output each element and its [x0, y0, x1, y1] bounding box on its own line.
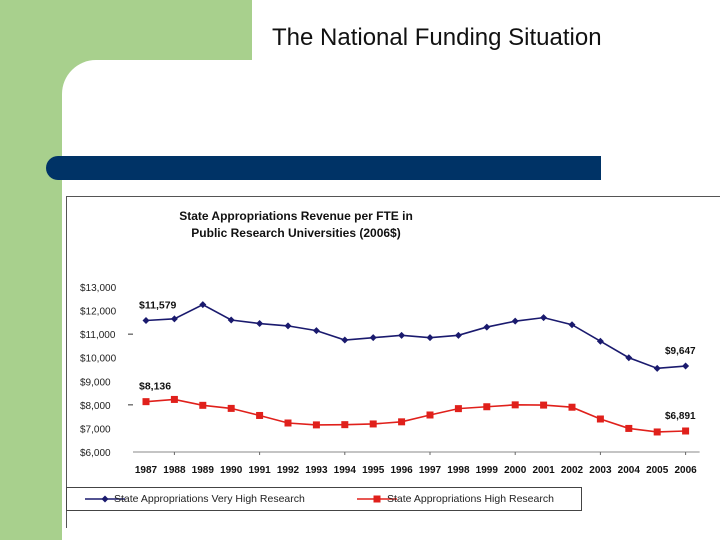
data-point-very-high: [511, 317, 519, 325]
data-point-high: [653, 428, 661, 436]
data-point-very-high: [596, 337, 604, 345]
x-tick-label: 1988: [163, 465, 186, 476]
data-point-high: [682, 427, 690, 435]
x-tick-label: 1998: [447, 465, 470, 476]
data-point-very-high: [284, 322, 292, 330]
y-tick-label: $8,000: [80, 401, 111, 412]
data-point-very-high: [142, 316, 150, 324]
data-point-high: [540, 401, 548, 409]
data-label: $9,647: [665, 346, 696, 357]
y-tick-label: $12,000: [80, 307, 117, 318]
x-tick-label: 2000: [504, 465, 527, 476]
x-tick-label: 1999: [476, 465, 499, 476]
data-point-high: [596, 415, 604, 423]
data-point-high: [227, 404, 235, 412]
data-point-very-high: [540, 314, 548, 322]
data-point-very-high: [369, 334, 377, 342]
data-point-very-high: [483, 323, 491, 331]
x-tick-label: 1990: [220, 465, 243, 476]
x-tick-label: 2006: [674, 465, 697, 476]
x-tick-label: 1992: [277, 465, 300, 476]
data-point-high: [284, 419, 292, 427]
y-tick-label: $9,000: [80, 377, 111, 388]
x-tick-label: 2002: [561, 465, 584, 476]
y-tick-label: $7,000: [80, 424, 111, 435]
content-panel: [62, 60, 720, 540]
data-point-high: [142, 398, 150, 406]
x-tick-label: 1994: [334, 465, 357, 476]
legend-swatch-high: [357, 495, 397, 503]
data-label: $11,579: [139, 299, 177, 311]
slide-title: The National Funding Situation: [272, 24, 602, 51]
y-tick-label: $6,000: [80, 448, 111, 459]
data-point-very-high: [682, 362, 690, 370]
legend-swatch-very-high: [85, 495, 125, 503]
chart-title: State Appropriations Revenue per FTE in …: [66, 208, 526, 242]
x-tick-label: 2005: [646, 465, 669, 476]
x-tick-label: 2004: [618, 465, 641, 476]
y-tick-label: $10,000: [80, 354, 117, 365]
x-tick-label: 1993: [305, 465, 328, 476]
data-point-very-high: [341, 336, 349, 344]
data-point-high: [398, 418, 406, 426]
data-label: $6,891: [665, 411, 696, 422]
data-point-very-high: [398, 331, 406, 339]
data-point-very-high: [625, 354, 633, 362]
chart-title-line-2: Public Research Universities (2006$): [191, 226, 401, 240]
x-tick-label: 2003: [589, 465, 612, 476]
data-point-very-high: [653, 364, 661, 372]
data-point-high: [369, 420, 377, 428]
chart-title-line-1: State Appropriations Revenue per FTE in: [179, 209, 413, 223]
data-point-high: [568, 403, 576, 411]
data-point-very-high: [256, 320, 264, 328]
title-rule: [46, 156, 601, 180]
data-point-high: [199, 401, 207, 409]
data-point-high: [256, 411, 264, 419]
data-point-high: [170, 395, 178, 403]
data-point-high: [312, 421, 320, 429]
data-point-very-high: [312, 327, 320, 335]
data-point-very-high: [170, 315, 178, 323]
data-point-very-high: [568, 321, 576, 329]
data-label: $8,136: [139, 381, 171, 393]
data-point-very-high: [426, 334, 434, 342]
x-tick-label: 1991: [248, 465, 271, 476]
series-line-very-high: [145, 303, 686, 370]
data-point-high: [341, 421, 349, 429]
series-line-high: [145, 398, 686, 433]
legend-label-high: State Appropriations High Research: [387, 493, 554, 505]
chart-legend: State Appropriations Very High Research …: [66, 487, 582, 511]
y-tick-label: $13,000: [80, 283, 117, 294]
legend-label-very-high: State Appropriations Very High Research: [114, 493, 305, 505]
y-tick-label: $11,000: [80, 330, 116, 341]
data-point-high: [483, 403, 491, 411]
data-point-very-high: [199, 301, 207, 309]
x-tick-label: 1996: [390, 465, 413, 476]
data-point-high: [454, 405, 462, 413]
data-point-very-high: [454, 331, 462, 339]
data-point-high: [625, 424, 633, 432]
x-tick-label: 1989: [192, 465, 215, 476]
x-tick-label: 1995: [362, 465, 385, 476]
data-point-high: [511, 401, 519, 409]
chart-frame: [66, 196, 720, 528]
data-point-high: [426, 411, 434, 419]
x-tick-label: 1997: [419, 465, 442, 476]
x-tick-label: 2001: [532, 465, 555, 476]
x-tick-label: 1987: [135, 465, 158, 476]
data-point-very-high: [227, 316, 235, 324]
